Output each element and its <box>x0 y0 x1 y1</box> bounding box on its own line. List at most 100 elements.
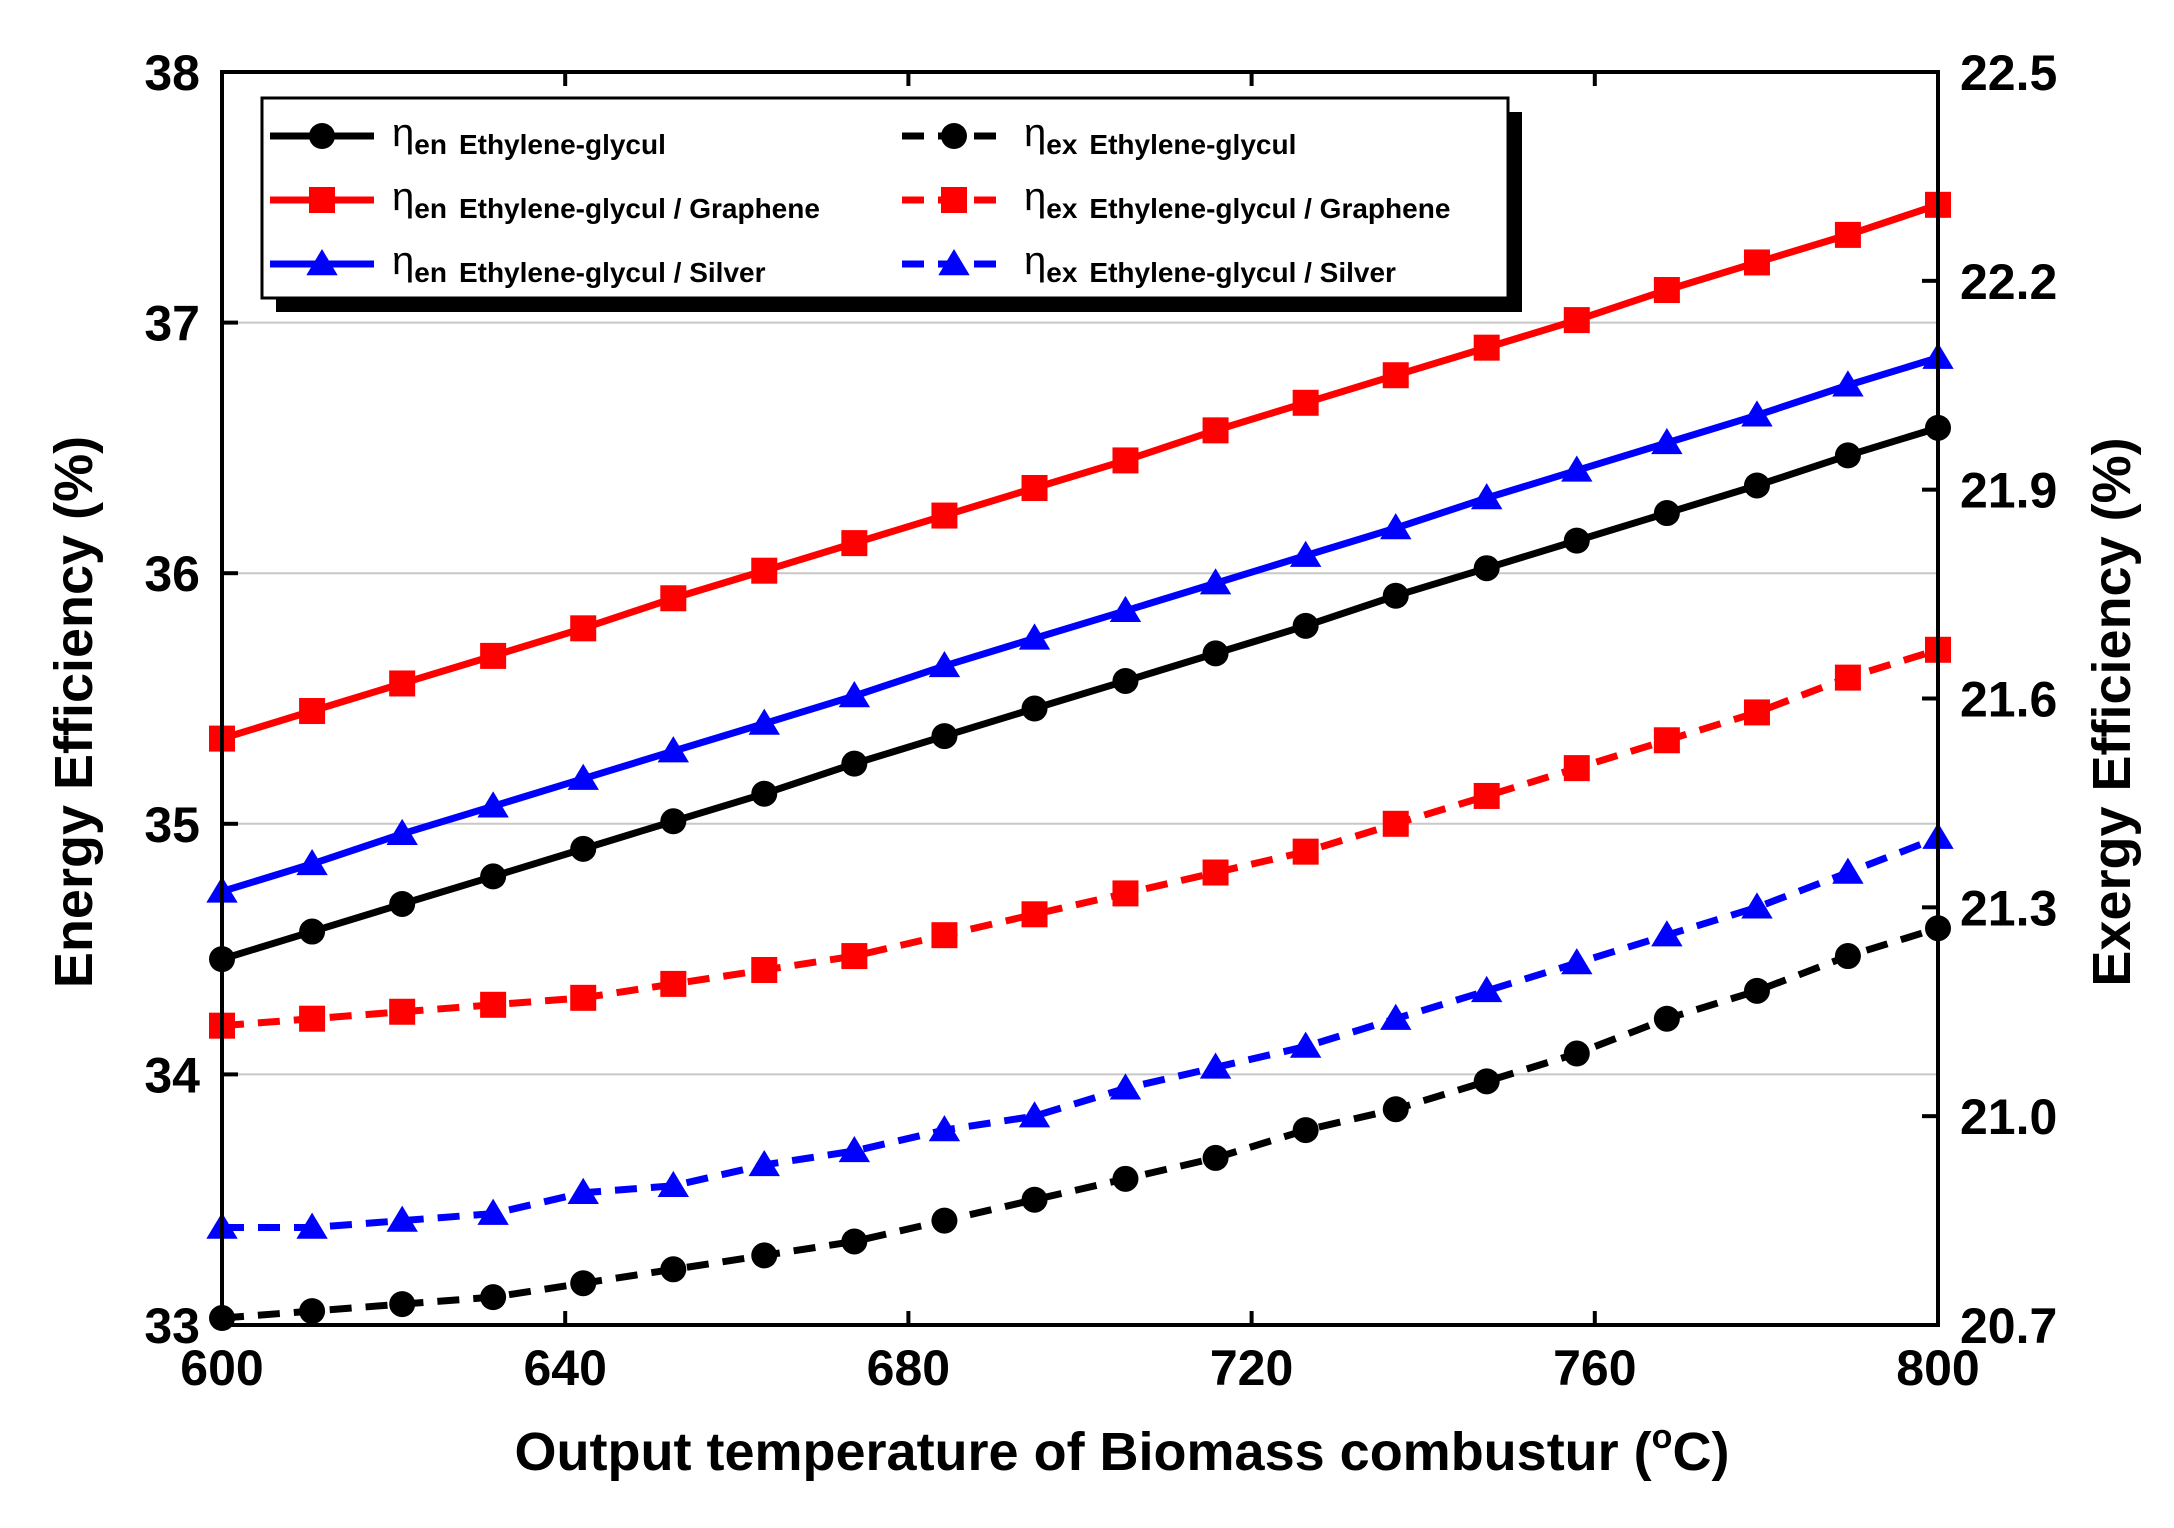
x-tick-label: 600 <box>180 1340 263 1396</box>
series-line-en_eg <box>220 424 1940 963</box>
data-point <box>1653 727 1680 754</box>
data-point <box>931 723 958 750</box>
data-point <box>841 750 868 777</box>
legend-entry-ex_ag: ηex Ethylene-glycul / Silver <box>902 239 1396 288</box>
data-point <box>1473 782 1500 809</box>
data-point <box>1561 455 1593 482</box>
legend-marker-en_eg <box>309 123 335 149</box>
data-point <box>1380 1003 1412 1030</box>
legend-series-name: Ethylene-glycul / Silver <box>1089 257 1396 288</box>
data-point <box>1561 948 1593 975</box>
data-point <box>1382 582 1409 609</box>
data-point <box>1292 1117 1319 1144</box>
data-point <box>299 1298 326 1325</box>
data-point <box>299 698 326 725</box>
legend-marker-en_gr <box>309 187 335 213</box>
data-point <box>1112 880 1139 907</box>
data-point <box>838 1136 871 1163</box>
data-point <box>570 984 597 1011</box>
legend-subscript: ex <box>1046 193 1078 224</box>
data-point <box>296 1212 328 1239</box>
data-point <box>480 1284 507 1311</box>
legend-series-name: Ethylene-glycul / Silver <box>459 257 766 288</box>
data-point <box>1289 540 1322 567</box>
data-point <box>1563 527 1590 554</box>
legend-marker-ex_ag <box>938 249 970 276</box>
axis-titles: Energy Efficiency (%) Exergy Efficiency … <box>44 436 2142 1482</box>
data-point <box>1018 1101 1051 1128</box>
data-point <box>931 922 958 949</box>
data-point <box>1021 474 1048 501</box>
data-point <box>389 1291 416 1318</box>
series-en_gr <box>209 191 1951 752</box>
y-left-tick-label: 36 <box>144 546 200 602</box>
legend-eta-symbol: η <box>392 239 414 283</box>
data-point <box>1112 667 1139 694</box>
legend-label-en_gr: ηen Ethylene-glycul / Graphene <box>392 175 820 224</box>
data-point <box>1199 568 1232 595</box>
legend-entry-en_eg: ηen Ethylene-glycul <box>270 111 666 160</box>
gridlines <box>222 321 1938 1076</box>
legend-entry-ex_gr: ηex Ethylene-glycul / Graphene <box>902 175 1450 224</box>
data-point <box>751 557 778 584</box>
data-point <box>660 585 687 612</box>
data-point <box>480 642 507 669</box>
data-point <box>1470 975 1503 1003</box>
data-point <box>1743 977 1770 1004</box>
data-point <box>1832 370 1864 397</box>
data-point <box>748 1149 780 1177</box>
data-point <box>1380 513 1412 540</box>
data-point <box>570 615 597 642</box>
data-point <box>1292 838 1319 865</box>
data-point <box>1109 1073 1142 1100</box>
x-tick-label: 680 <box>867 1340 950 1396</box>
data-point <box>389 998 416 1025</box>
y-right-tick-label: 20.7 <box>1960 1298 2057 1354</box>
data-point <box>1653 500 1680 527</box>
legend-series-name: Ethylene-glycul <box>1089 129 1296 160</box>
y-left-tick-label: 34 <box>144 1047 200 1103</box>
legend-eta-symbol: η <box>392 175 414 219</box>
data-point <box>477 791 509 818</box>
data-point <box>657 736 690 763</box>
series-line-ex_eg <box>221 924 1940 1322</box>
y-right-tick-label: 21.0 <box>1960 1089 2057 1145</box>
data-point <box>1199 1052 1232 1079</box>
y-right-tick-label: 22.5 <box>1960 45 2057 101</box>
data-point <box>1202 417 1229 444</box>
series-ex_ag <box>206 822 1954 1239</box>
data-point <box>1289 1031 1322 1058</box>
legend-series-name: Ethylene-glycul <box>459 129 666 160</box>
y-left-tick-label: 38 <box>144 45 200 101</box>
data-point <box>1112 447 1139 474</box>
y-right-tick-label: 21.3 <box>1960 880 2057 936</box>
data-point <box>657 1170 690 1197</box>
data-point <box>480 991 507 1018</box>
data-point <box>1563 307 1590 334</box>
legend-subscript: en <box>414 129 447 160</box>
data-point <box>1018 623 1051 650</box>
data-point <box>1741 892 1773 919</box>
data-point <box>841 1228 868 1255</box>
data-point <box>1741 400 1773 427</box>
y-axis-left-title: Energy Efficiency (%) <box>44 436 104 988</box>
y-axis-right-title: Exergy Efficiency (%) <box>2082 437 2142 986</box>
data-point <box>1832 857 1864 884</box>
data-point <box>1834 221 1861 248</box>
data-point <box>1834 664 1861 691</box>
data-point <box>1292 612 1319 639</box>
y-left-tick-label: 37 <box>144 296 200 352</box>
legend-eta-symbol: η <box>392 111 414 155</box>
data-point <box>386 1205 418 1232</box>
y-right-tick-label: 21.9 <box>1960 463 2057 519</box>
data-point <box>838 681 871 708</box>
data-point <box>386 818 418 846</box>
legend-subscript: en <box>414 257 447 288</box>
data-point <box>389 890 416 917</box>
series-ex_gr <box>209 636 1951 1039</box>
data-point <box>1651 920 1683 947</box>
legend-label-en_ag: ηen Ethylene-glycul / Silver <box>392 239 766 288</box>
